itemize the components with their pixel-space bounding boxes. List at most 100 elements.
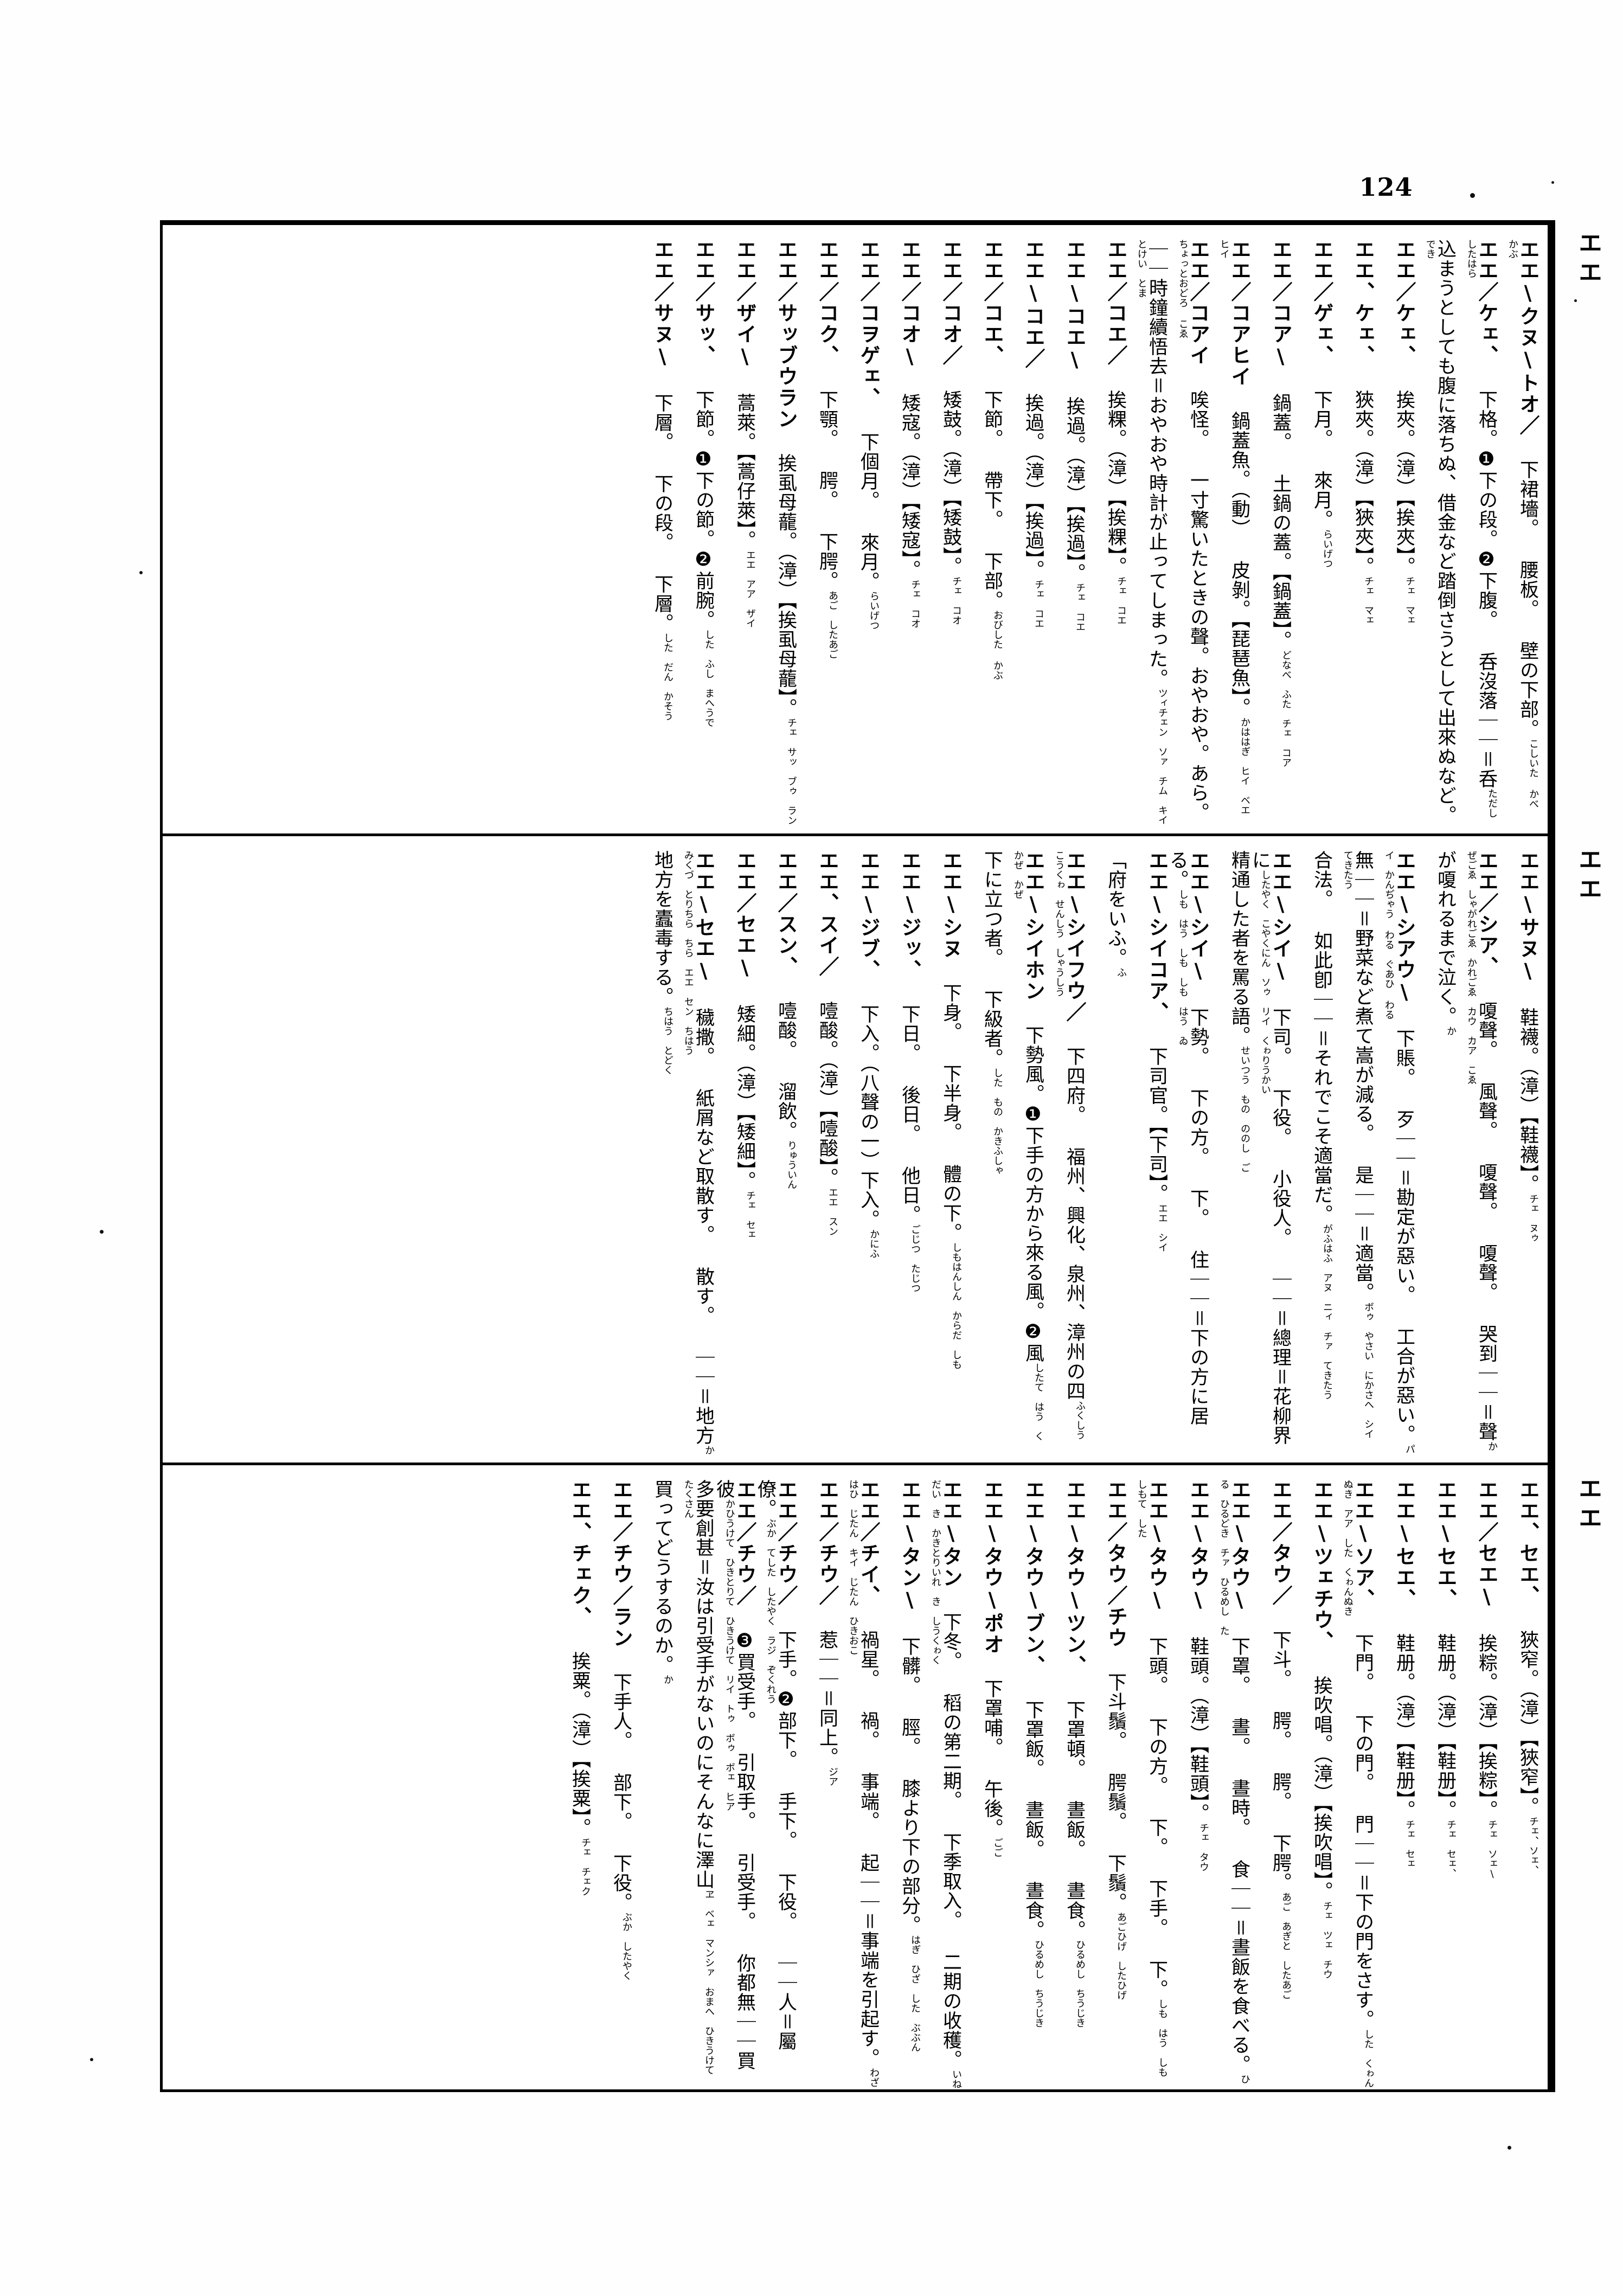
- entry-ruby-annotation: かぜごゑ しゃがれごゑ かれごゑ カウ カア こゑ: [1465, 850, 1498, 1451]
- entry-headword: エエ／コアヒイ: [1228, 239, 1251, 387]
- text-frame: エエ エエ\クヌ\トオ／ 下裙墻。 腰板。 壁の下部。こしいた かべ かぶ エエ／…: [160, 220, 1602, 2099]
- dictionary-entry: エエ／コアヒイ 鍋蓋魚。（動） 皮剝。【琵琶魚】。かははぎ ヒイ ベエ ヒイ: [1210, 239, 1251, 828]
- entry-ruby-annotation: チェ マェ: [1363, 576, 1374, 625]
- entry-ruby-annotation: チェ セェ、: [1445, 1819, 1457, 1878]
- dictionary-entry: エエ／セエ\ 挨粽。（漳）【挨粽】。チェ ソェ\: [1458, 1479, 1498, 2089]
- entry-headword: エエ／コアイ: [1186, 239, 1210, 366]
- entry-headword: エエ\コエ\: [1063, 239, 1086, 373]
- entry-gloss: 下個月。 來月。: [857, 432, 879, 591]
- entry-ruby-annotation: あごひげ したひげ: [1115, 1912, 1127, 2000]
- entry-headword: エエ、セエ、: [1516, 1479, 1539, 1606]
- entry-headword: エエ\タン\: [898, 1479, 921, 1613]
- entry-gloss: 合法。 如此卽｜｜＝それでこそ適當だ。: [1311, 850, 1332, 1224]
- entry-ruby-annotation: した くゎんぬき アア した くゎんぬき: [1342, 1479, 1374, 2088]
- entry-gloss: 下賬。 歹｜｜＝勘定が惡い。 工合が惡い。: [1393, 1029, 1415, 1444]
- entry-gloss: 下司。 下役。 小役人。 ｜｜＝總理＝花柳界に: [1248, 850, 1291, 1445]
- entry-headword: エエ／サッブウラン: [774, 239, 798, 429]
- entry-gloss: 穢撒。 紙屑など取散す。 散す。 ｜｜＝地方: [692, 1008, 714, 1445]
- entry-gloss: 挨粿。（漳）【挨粿】。: [1105, 390, 1126, 576]
- running-head-middle: エエ: [1574, 847, 1602, 906]
- column-group-bottom: エエ、セエ、 狹窄。（漳）【狹窄】。チェ、ソェ、 エエ／セエ\ 挨粽。（漳）【挨粽…: [172, 1479, 1539, 2099]
- entry-headword: エエ\タウ\ポオ: [980, 1479, 1004, 1655]
- entry-gloss: 下門。 下の門。 門｜｜＝下の門をさす。: [1352, 1633, 1374, 2029]
- entry-ruby-annotation: らいげつ: [868, 591, 880, 630]
- dictionary-entry: エエ\クヌ\トオ／ 下裙墻。 腰板。 壁の下部。こしいた かべ かぶ: [1499, 239, 1539, 828]
- column-group-top: エエ\クヌ\トオ／ 下裙墻。 腰板。 壁の下部。こしいた かべ かぶ エエ／ケェ、…: [172, 239, 1539, 835]
- entry-headword: エエ／チウ／: [774, 1479, 798, 1606]
- entry-gloss: ｜｜時鐘續悟去＝おやおや時計が止ってしまった。: [1146, 239, 1167, 688]
- entry-gloss: 無｜｜＝野菜など煮て嵩が減る。 是｜｜＝適當。: [1352, 850, 1374, 1302]
- entry-gloss: 下手。❷部下。 手下。 下役。 ｜｜人＝屬僚。: [754, 1479, 797, 2051]
- entry-gloss: 込まうとしても腹に落ちぬ、借金など踏倒さうとして出來ぬなど。: [1434, 239, 1456, 825]
- dictionary-entry: エエ／ケェ、 下格。❶下の段。❷下腹。 呑沒落｜｜＝呑ただし したはら: [1458, 239, 1498, 828]
- entry-ruby-annotation: チェ セェ: [1404, 1819, 1415, 1869]
- entry-headword: エエ\ジッ、: [898, 850, 921, 980]
- entry-headword: エエ／ケェ、: [1393, 239, 1416, 366]
- entry-ruby-annotation: いね だい き かきとりいれ き しうくゎく: [929, 1479, 962, 2099]
- entry-gloss: 嗄聲。 風聲。 嗄聲。 嗄聲。 哭到｜｜＝聲: [1476, 1001, 1497, 1441]
- entry-gloss: 惹｜｜＝同上。: [816, 1630, 838, 1767]
- entry-gloss: 噎酸。 溜飲。: [775, 1001, 797, 1140]
- entry-ruby-annotation: かははぎ ヒイ ベエ ヒイ: [1218, 239, 1250, 825]
- entry-gloss: 下月。 來月。: [1311, 390, 1332, 529]
- dictionary-entry: エエ／コヲゲェ、 下個月。 來月。らいげつ: [839, 239, 880, 828]
- entry-headword: エエ／ゲェ、: [1310, 239, 1333, 366]
- dictionary-entry: エエ\ソア、 下門。 下の門。 門｜｜＝下の門をさす。した くゎんぬき アア し…: [1334, 1479, 1375, 2089]
- entry-headword: エエ\タウ\: [1228, 1479, 1251, 1613]
- entry-ruby-annotation: あご したあご: [827, 591, 838, 659]
- entry-ruby-annotation: エエ シイ: [1157, 1203, 1168, 1252]
- entry-headword: エエ\タウ\: [1145, 1479, 1169, 1613]
- entry-ruby-annotation: がふはふ アヌ ニィ チァ てきたう: [1322, 1224, 1333, 1400]
- entry-ruby-annotation: ひるめし ちうじき: [1074, 1940, 1086, 2028]
- dictionary-entry: エエ／タウ／ 下斗。 腭。 腭。 下腭。あご あぎと したあご: [1252, 1479, 1292, 2089]
- entry-ruby-annotation: パイ かんぢゃう わる ぐあひ わる: [1383, 850, 1415, 1454]
- entry-gloss: 挨過。（漳）【挨過】。: [1063, 396, 1085, 583]
- entry-headword: エエ\シヌ: [939, 850, 963, 959]
- entry-gloss: 鞋頭。（漳）【鞋頭】。: [1187, 1637, 1209, 1823]
- entry-ruby-annotation: した もの かきふしゃ: [992, 1068, 1003, 1175]
- entry-ruby-annotation: チェ ソェ\: [1486, 1819, 1498, 1880]
- entry-band-middle: エエ エエ\サヌ\ 鞋襪。（漳）【鞋襪】。チェ ヌゥ エエ／シア、 嗄聲。 風聲。…: [163, 833, 1602, 1463]
- entry-gloss: 多要創甚＝汝は引受手がないのにそんなに澤山: [692, 1479, 714, 1889]
- scan-speck: [139, 571, 143, 574]
- entry-gloss: 下節。 帶下。 下部。: [981, 390, 1003, 610]
- entry-headword: エエ\シイホン: [1022, 850, 1045, 1002]
- entry-headword: エエ\シイ\: [1186, 850, 1210, 984]
- entry-gloss: 鍋蓋。 土鍋の蓋。【鍋蓋】。: [1269, 393, 1291, 650]
- dictionary-entry: エエ\セエ\ 穢撒。 紙屑など取散す。 散す。 ｜｜＝地方かみくづ とりちら ち…: [675, 850, 715, 1457]
- dictionary-entry: エエ／コア\ 鍋蓋。 土鍋の蓋。【鍋蓋】。どなべ ふた チェ コア: [1252, 239, 1292, 828]
- dictionary-entry: エエ\タウ\ 鞋頭。（漳）【鞋頭】。チェ タウ: [1169, 1479, 1210, 2089]
- entry-headword: エエ\ツェチウ、: [1310, 1479, 1333, 1652]
- entry-ruby-annotation: どなべ ふた チェ コア: [1280, 650, 1292, 767]
- entry-gloss: ❸買受手。 引取手。 引受手。 你都無｜｜買彼: [713, 1479, 755, 2070]
- dictionary-entry: エエ\タウ\ 下頭。 下の方。 下。 下手。 下。しも はう しも しもて した: [1128, 1479, 1169, 2089]
- entry-headword: エエ／コク、: [816, 239, 839, 366]
- entry-ruby-annotation: した だん かそう: [662, 633, 673, 721]
- entry-headword: エエ／セエ\: [733, 850, 756, 980]
- entry-headword: エエ／シア、: [1475, 850, 1498, 977]
- entry-gloss: 唉怪。 一寸驚いたときの聲。おやおや。あら。: [1187, 390, 1209, 822]
- entry-ruby-annotation: チェ コオ: [909, 579, 921, 628]
- dictionary-entry: エエ、セエ、 狹窄。（漳）【狹窄】。チェ、ソェ、: [1499, 1479, 1539, 2089]
- entry-gloss: 蒿萊。【蒿仔萊】。: [734, 393, 755, 550]
- entry-ruby-annotation: しも はう しも しも はう ゐ: [1177, 889, 1189, 1046]
- entry-gloss: 下斗鬚。 腭鬚。 下鬚。: [1105, 1672, 1126, 1912]
- entry-headword: エエ／タウ／チウ: [1104, 1479, 1127, 1649]
- entry-ruby-annotation: チェ コオ: [951, 576, 962, 625]
- scan-speck: [1507, 2146, 1511, 2150]
- dictionary-entry: エエ\タン\ 下髒。 脛。 膝より下の部分。はぎ ひざ した ぶぶん: [881, 1479, 921, 2089]
- entry-headword: エエ\セエ、: [1434, 1479, 1457, 1609]
- entry-gloss: 下勢風。❶下手の方から來る風。❷風: [1022, 1025, 1044, 1363]
- entry-band-top: エエ エエ\クヌ\トオ／ 下裙墻。 腰板。 壁の下部。こしいた かべ かぶ エエ／…: [163, 225, 1602, 835]
- entry-gloss: 禍星。 禍。 事端。 起｜｜＝事端を引起す。: [857, 1630, 879, 2068]
- scan-speck: [100, 1230, 104, 1234]
- dictionary-entry: エエ／シア、 嗄聲。 風聲。 嗄聲。 嗄聲。 哭到｜｜＝聲かぜごゑ しゃがれごゑ…: [1458, 850, 1498, 1457]
- entry-ruby-annotation: ぶか したやく: [621, 1912, 632, 1980]
- running-head-bottom: エエ: [1574, 1476, 1602, 1535]
- dictionary-entry: エエ\ツェチウ、 挨吹唱。（漳）【挨吹唱】。チェ ツェ チウ: [1293, 1479, 1333, 2089]
- dictionary-entry: エエ、チェク、 挨粟。（漳）【挨粟】。チェ チェク: [551, 1479, 592, 2089]
- dictionary-entry: エエ\シアウ\ 下賬。 歹｜｜＝勘定が惡い。 工合が惡い。パイ かんぢゃう わる…: [1375, 850, 1416, 1457]
- dictionary-entry: エエ、ケェ、 狹夾。（漳）【狹夾】。チェ マェ: [1334, 239, 1375, 828]
- dictionary-entry: エエ／サヌ\ 下層。 下の段。 下層。した だん かそう: [633, 239, 674, 828]
- entry-gloss: 挨虱母蘢。（漳）【挨虱母蘢】。: [775, 453, 797, 718]
